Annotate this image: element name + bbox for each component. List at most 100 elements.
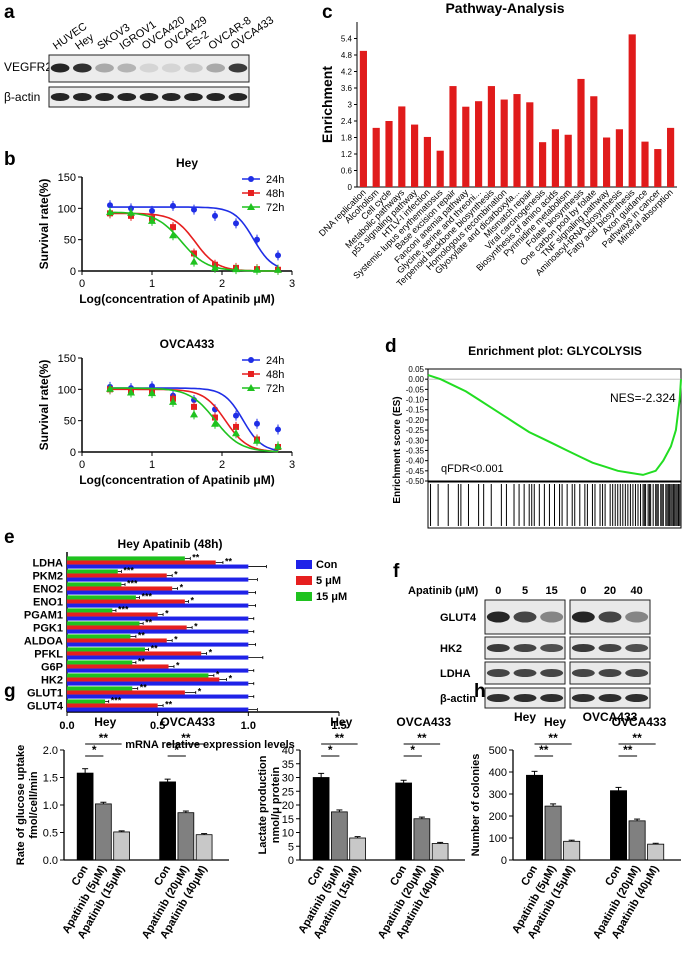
panel-letter-b: b — [4, 149, 16, 170]
mrna-bar — [67, 642, 249, 647]
x-tick-label: 0.5 — [150, 720, 165, 732]
blot-band — [206, 63, 226, 73]
mrna-bar — [67, 625, 187, 630]
blot-f-group-label: Hey — [514, 710, 536, 724]
result-bar — [349, 837, 366, 861]
x-tick-label: 1 — [149, 459, 155, 471]
blot-f-band — [598, 669, 622, 677]
y-tick-label: 3.6 — [341, 84, 353, 93]
y-tick-label: 0 — [70, 447, 76, 459]
blot-band — [50, 93, 70, 101]
panel-letter-a: a — [4, 2, 15, 23]
blot-f-band — [540, 644, 564, 652]
y-tick-label: -0.50 — [406, 477, 425, 486]
y-tick-label: 50 — [64, 416, 76, 428]
y-tick-label: 2.4 — [341, 117, 353, 126]
blot-f-row-label: β-actin — [440, 693, 476, 705]
blot-band — [228, 63, 248, 73]
blot-f-band — [540, 611, 564, 623]
legend-marker — [248, 357, 254, 363]
legend-label: 72h — [266, 383, 284, 395]
legend-marker — [248, 176, 254, 182]
result-bar — [177, 812, 195, 861]
data-point — [169, 397, 177, 405]
panel-letter-c: c — [322, 2, 333, 23]
pathway-bar — [372, 127, 380, 187]
data-point — [232, 429, 240, 437]
blot-f-band — [598, 611, 622, 623]
x-axis-label: mRNA relative expression levels — [125, 739, 295, 751]
legend-swatch — [296, 560, 312, 569]
mrna-bar — [67, 690, 185, 695]
mrna-bar — [67, 694, 249, 699]
gene-label: LDHA — [32, 558, 63, 570]
gene-label: ALDOA — [24, 636, 63, 648]
mrna-bar — [67, 595, 136, 600]
blot-a-bands — [50, 63, 248, 101]
x-tick-label: 2 — [219, 459, 225, 471]
blot-f-dose-label: 15 — [546, 585, 558, 597]
pathway-bar — [539, 142, 547, 187]
y-tick-label: 5.4 — [341, 35, 353, 44]
data-point — [233, 220, 239, 227]
legend-marker — [248, 190, 254, 196]
data-point — [275, 252, 281, 259]
y-tick-label: -0.30 — [406, 436, 425, 445]
mrna-bar — [67, 564, 249, 569]
dose-chart-title: OVCA433 — [160, 337, 215, 351]
mrna-bar — [67, 681, 249, 686]
sig-stars: *** — [142, 591, 153, 601]
mrna-chart-title: Hey Apatinib (48h) — [118, 537, 223, 551]
y-tick-label: 500 — [489, 745, 507, 757]
sig-stars: * — [216, 669, 220, 679]
y-tick-label: 4.8 — [341, 51, 353, 60]
y-tick-label: 1.2 — [341, 150, 353, 159]
result-bar — [331, 811, 348, 861]
blot-band — [228, 93, 248, 101]
result-bar — [544, 805, 562, 861]
mrna-bar — [67, 590, 249, 595]
blot-f-group-label: OVCA433 — [583, 710, 638, 724]
y-axis-label: Lactate production — [257, 755, 269, 854]
sig-stars: * — [165, 609, 169, 619]
data-point — [169, 231, 177, 239]
panel-letter-e: e — [4, 527, 15, 548]
blot-f-band — [486, 644, 510, 652]
pathway-bar — [500, 99, 508, 187]
blot-band — [73, 63, 92, 73]
y-tick-label: 15 — [282, 814, 294, 826]
pathway-chart-title: Pathway-Analysis — [445, 0, 564, 16]
sig-stars: ** — [335, 731, 345, 745]
pathway-bar — [564, 134, 572, 187]
y-tick-label: 0.0 — [43, 855, 58, 867]
sig-stars: * — [174, 635, 178, 645]
data-point — [170, 224, 176, 231]
mrna-bar — [67, 560, 216, 565]
mrna-bar — [67, 582, 122, 587]
mrna-bar — [67, 603, 249, 608]
pathway-bar — [551, 129, 559, 187]
data-point — [211, 419, 219, 427]
y-tick-label: 400 — [489, 767, 507, 779]
result-bar — [628, 820, 646, 861]
pathway-bar — [423, 136, 431, 187]
y-tick-label: -0.25 — [406, 426, 425, 435]
group-title: Hey — [544, 715, 566, 729]
mrna-bar — [67, 660, 133, 665]
x-axis-label: Log(concentration of Apatinib μM) — [79, 473, 275, 487]
sig-stars: *** — [123, 565, 134, 575]
sig-stars: ** — [140, 682, 148, 692]
blot-band — [161, 93, 181, 101]
mrna-bar — [67, 707, 249, 712]
blot-f-band — [486, 694, 510, 702]
y-tick-label: 4.2 — [341, 68, 353, 77]
data-point — [212, 414, 218, 421]
sig-stars: ** — [192, 552, 200, 562]
blot-f-dose-label: 20 — [604, 585, 616, 597]
legend-marker — [247, 203, 255, 210]
result-bar — [195, 834, 213, 861]
y-tick-label: 0.5 — [43, 828, 58, 840]
